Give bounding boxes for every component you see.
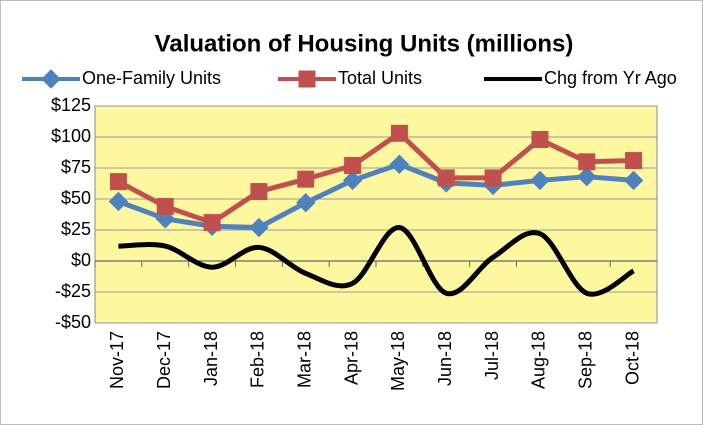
- data-point: [344, 157, 362, 175]
- y-tick-label: $75: [61, 157, 91, 177]
- x-tick-label: Dec-17: [154, 331, 174, 389]
- data-point: [249, 217, 269, 238]
- x-tick-label: Oct-18: [622, 331, 642, 385]
- series-line: [118, 225, 635, 297]
- x-tick-label: May-18: [388, 331, 408, 391]
- x-tick-label: Sep-18: [576, 331, 596, 389]
- x-tick-label: Jun-18: [435, 331, 455, 386]
- x-tick-label: Jan-18: [201, 331, 221, 386]
- y-tick-label: $25: [61, 219, 91, 239]
- legend-label: Chg from Yr Ago: [544, 68, 677, 88]
- data-point: [109, 173, 127, 191]
- legend: One-Family Units Total Units Chg from Yr A…: [22, 68, 677, 89]
- data-point: [625, 152, 643, 170]
- data-point: [108, 191, 129, 212]
- x-tick-label: Apr-18: [341, 331, 361, 385]
- x-tick-label: Jul-18: [482, 331, 502, 380]
- legend-label: Total Units: [338, 68, 422, 88]
- data-point: [342, 170, 363, 191]
- legend-label: One-Family Units: [82, 68, 221, 88]
- data-point: [297, 170, 315, 188]
- x-tick-label: Feb-18: [248, 331, 268, 388]
- y-tick-label: $0: [71, 250, 91, 270]
- data-point: [389, 154, 410, 174]
- legend-marker: [298, 70, 316, 88]
- y-tick-label: $100: [51, 126, 91, 146]
- data-point: [390, 124, 408, 142]
- y-tick-label: $125: [51, 95, 91, 115]
- data-point: [250, 183, 268, 201]
- x-tick-label: Mar-18: [295, 331, 315, 388]
- x-tick-label: Aug-18: [529, 331, 549, 389]
- data-point: [577, 166, 597, 187]
- legend-marker: [41, 69, 61, 89]
- chart-title: Valuation of Housing Units (millions): [155, 30, 574, 57]
- data-point: [156, 197, 174, 215]
- x-tick-label: Nov-17: [107, 331, 127, 389]
- data-point: [437, 169, 455, 187]
- data-point: [530, 170, 550, 191]
- data-point: [623, 170, 644, 191]
- y-tick-label: -$50: [55, 312, 91, 332]
- y-tick-label: -$25: [55, 281, 91, 301]
- data-point: [578, 153, 596, 171]
- data-point: [296, 193, 316, 213]
- data-point: [484, 169, 502, 187]
- y-tick-label: $50: [61, 188, 91, 208]
- plot-area: [94, 105, 658, 324]
- data-point: [203, 214, 221, 232]
- data-point: [531, 130, 549, 148]
